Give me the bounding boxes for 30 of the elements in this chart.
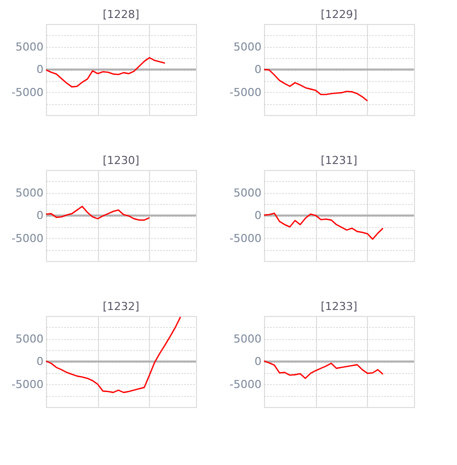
y-tick-label: 0 <box>254 209 262 222</box>
y-tick-label: 5000 <box>16 186 44 200</box>
y-tick-label: -5000 <box>230 86 262 99</box>
y-tick-label: 5000 <box>234 40 262 54</box>
y-tick-label: 0 <box>36 209 44 222</box>
y-tick-label: -5000 <box>12 378 44 391</box>
chart-title: [1232] <box>102 300 140 313</box>
y-tick-label: 0 <box>254 355 262 368</box>
line-series <box>263 360 384 379</box>
y-tick-label: 0 <box>254 63 262 76</box>
y-tick-label: -5000 <box>230 232 262 245</box>
y-tick-label: 5000 <box>234 332 262 346</box>
y-tick-label: -5000 <box>12 232 44 245</box>
line-series <box>45 316 182 394</box>
chart-title: [1230] <box>102 154 140 167</box>
line-series <box>45 57 166 88</box>
y-tick-label: 5000 <box>16 40 44 54</box>
y-tick-label: 5000 <box>16 332 44 346</box>
line-series <box>263 68 368 102</box>
chart-title: [1233] <box>320 300 358 313</box>
y-tick-label: -5000 <box>12 86 44 99</box>
y-tick-label: -5000 <box>230 378 262 391</box>
y-tick-label: 0 <box>36 355 44 368</box>
line-series <box>45 206 150 221</box>
y-tick-label: 5000 <box>234 186 262 200</box>
line-series <box>263 212 384 240</box>
chart-title: [1229] <box>320 8 358 21</box>
chart-title: [1231] <box>320 154 358 167</box>
chart-title: [1228] <box>102 8 140 21</box>
y-tick-label: 0 <box>36 63 44 76</box>
